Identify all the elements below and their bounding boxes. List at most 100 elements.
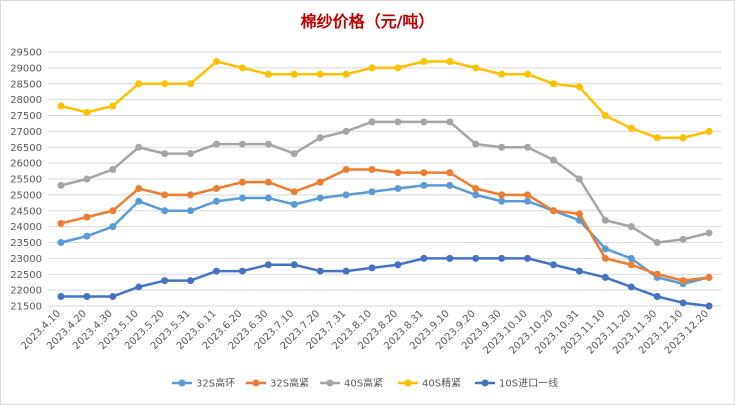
data-point xyxy=(264,194,272,202)
data-point xyxy=(109,223,117,231)
data-point xyxy=(446,118,454,126)
series-4 xyxy=(57,254,713,310)
data-point xyxy=(420,58,428,66)
data-point xyxy=(550,207,557,215)
data-point xyxy=(653,270,661,278)
data-point xyxy=(446,58,454,66)
data-point xyxy=(83,232,91,240)
data-point xyxy=(679,277,687,285)
data-point xyxy=(213,140,220,148)
data-point xyxy=(187,191,195,199)
data-point xyxy=(109,207,117,215)
data-point xyxy=(394,261,402,269)
legend-swatch-marker xyxy=(252,379,260,387)
data-point xyxy=(290,261,298,269)
data-point xyxy=(472,140,480,148)
data-point xyxy=(575,175,583,183)
data-point xyxy=(420,169,428,177)
data-point xyxy=(109,292,117,300)
y-tick-label: 28500 xyxy=(10,79,42,90)
data-point xyxy=(187,207,195,215)
data-point xyxy=(524,254,532,262)
data-point xyxy=(679,235,687,243)
y-tick-label: 25500 xyxy=(10,175,42,186)
x-axis-ticks: 2023.4.102023.4.202023.4.302023.5.102023… xyxy=(19,308,711,356)
data-point xyxy=(679,299,687,307)
y-tick-label: 27000 xyxy=(10,127,42,138)
data-point xyxy=(342,165,350,173)
data-point xyxy=(161,207,169,215)
y-tick-label: 29000 xyxy=(10,63,42,74)
data-point xyxy=(498,254,506,262)
data-point xyxy=(316,70,324,78)
data-point xyxy=(705,229,713,237)
data-point xyxy=(627,254,635,262)
data-point xyxy=(238,64,246,72)
data-point xyxy=(420,118,428,126)
data-point xyxy=(83,213,91,221)
data-point xyxy=(316,134,324,142)
data-point xyxy=(290,200,298,208)
data-point xyxy=(161,150,169,158)
data-point xyxy=(601,245,609,253)
data-point xyxy=(264,140,272,148)
data-point xyxy=(601,216,609,224)
data-point xyxy=(187,150,195,158)
data-point xyxy=(524,197,532,205)
data-point xyxy=(472,254,480,262)
data-point xyxy=(213,185,220,193)
y-tick-label: 23500 xyxy=(10,238,42,249)
data-point xyxy=(498,197,506,205)
data-point xyxy=(342,127,350,135)
y-tick-label: 28000 xyxy=(10,95,42,106)
series-2 xyxy=(57,118,713,246)
data-point xyxy=(290,70,298,78)
legend-swatch-marker xyxy=(178,379,186,387)
data-point xyxy=(394,185,402,193)
y-tick-label: 23000 xyxy=(10,254,42,265)
y-tick-label: 25000 xyxy=(10,190,42,201)
data-point xyxy=(238,178,246,186)
data-point xyxy=(135,143,143,151)
data-point xyxy=(472,191,480,199)
y-tick-label: 26500 xyxy=(10,143,42,154)
data-point xyxy=(550,261,557,269)
series-line xyxy=(60,168,710,282)
data-point xyxy=(420,254,428,262)
data-point xyxy=(57,239,65,246)
data-point xyxy=(446,169,454,177)
data-point xyxy=(83,175,91,183)
data-point xyxy=(472,185,480,193)
data-point xyxy=(187,80,195,88)
data-point xyxy=(524,191,532,199)
data-point xyxy=(575,267,583,275)
y-tick-label: 21500 xyxy=(10,302,42,313)
data-point xyxy=(498,70,506,78)
data-point xyxy=(550,80,557,88)
data-point xyxy=(135,185,143,193)
data-point xyxy=(575,83,583,91)
data-point xyxy=(135,283,143,291)
series-1 xyxy=(57,165,713,285)
data-point xyxy=(394,169,402,177)
y-tick-label: 24500 xyxy=(10,206,42,217)
series-line xyxy=(60,257,710,308)
data-point xyxy=(161,80,169,88)
data-point xyxy=(627,261,635,269)
legend-item: 32S高紧 xyxy=(246,377,309,390)
data-point xyxy=(498,143,506,151)
data-point xyxy=(264,178,272,186)
y-tick-label: 29500 xyxy=(10,48,42,59)
legend-item: 10S进口一线 xyxy=(475,377,558,390)
data-point xyxy=(290,188,298,196)
data-point xyxy=(109,165,117,173)
legend-item: 32S高环 xyxy=(172,377,235,390)
data-point xyxy=(264,261,272,269)
y-tick-label: 26000 xyxy=(10,159,42,170)
series-3 xyxy=(57,58,713,142)
chart-title: 棉纱价格（元/吨） xyxy=(300,12,435,31)
data-point xyxy=(446,254,454,262)
data-point xyxy=(57,181,65,189)
series-line xyxy=(60,120,710,244)
